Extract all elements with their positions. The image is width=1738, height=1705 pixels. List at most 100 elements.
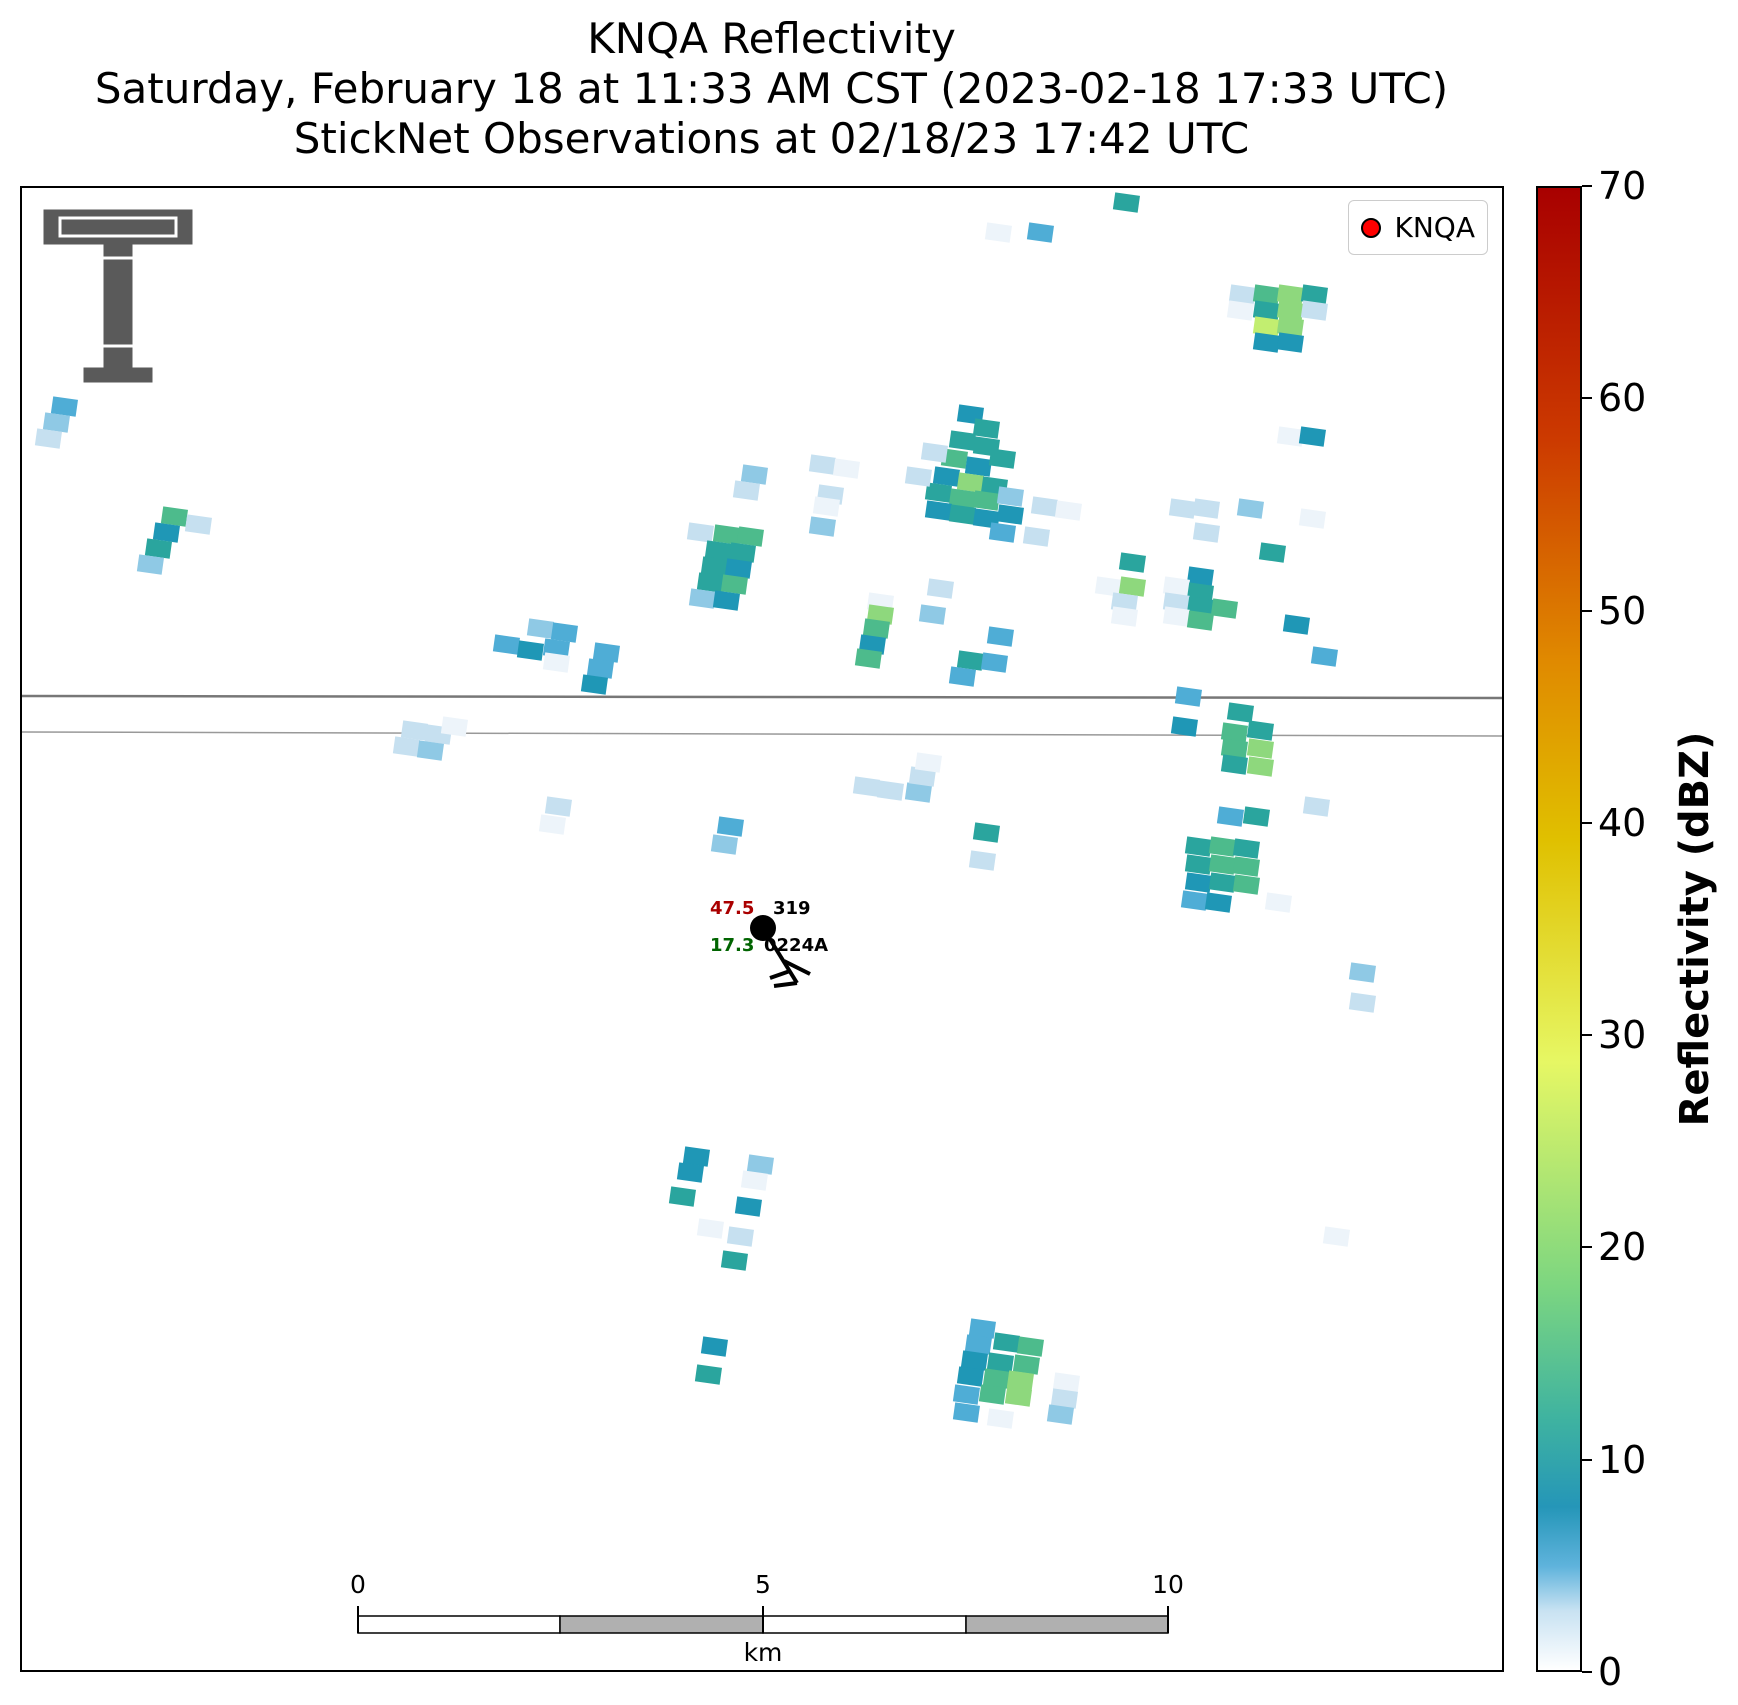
reflectivity-cell	[1094, 576, 1122, 597]
reflectivity-cell	[1232, 874, 1260, 895]
reflectivity-cell	[1252, 316, 1280, 337]
reflectivity-cell	[908, 766, 936, 787]
reflectivity-cell	[952, 1384, 980, 1405]
colorbar-tick	[1582, 609, 1592, 612]
reflectivity-cell	[728, 542, 756, 563]
reflectivity-cell	[918, 604, 946, 625]
reflectivity-cell	[1016, 1336, 1044, 1357]
reflectivity-cell	[1258, 542, 1286, 563]
map-legend: KNQA	[1347, 200, 1488, 255]
reflectivity-cell	[852, 776, 880, 797]
scale-bar	[357, 1606, 1169, 1634]
reflectivity-cell	[996, 504, 1024, 525]
reflectivity-cell	[152, 522, 180, 543]
station-marker[interactable]	[750, 915, 776, 941]
reflectivity-cell	[988, 448, 1016, 469]
colorbar-tick	[1582, 1671, 1592, 1673]
reflectivity-cell	[940, 448, 968, 469]
reflectivity-cell	[704, 540, 732, 561]
reflectivity-cell	[972, 418, 1000, 439]
colorbar-tick-label: 50	[1598, 588, 1647, 633]
reflectivity-cell	[734, 1196, 762, 1217]
colorbar-tick-label: 70	[1598, 164, 1647, 208]
reflectivity-cell	[492, 634, 520, 655]
reflectivity-cell	[960, 1350, 988, 1371]
reflectivity-cell	[1192, 498, 1220, 519]
reflectivity-cell	[160, 506, 188, 527]
reflectivity-cell	[1220, 722, 1248, 743]
reflectivity-cell	[1220, 738, 1248, 759]
reflectivity-cell	[948, 504, 976, 525]
reflectivity-cell	[964, 456, 992, 477]
reflectivity-cell	[948, 430, 976, 451]
reflectivity-cell	[932, 466, 960, 487]
radar-layer	[22, 192, 1502, 1634]
reflectivity-cell	[686, 522, 714, 543]
reflectivity-cell	[1246, 738, 1274, 759]
reflectivity-cell	[1192, 522, 1220, 543]
reflectivity-cell	[696, 1218, 724, 1239]
reflectivity-cell	[1180, 890, 1208, 911]
reflectivity-cell	[1228, 284, 1256, 305]
reflectivity-cell	[1246, 720, 1274, 741]
reflectivity-cell	[1298, 426, 1326, 447]
reflectivity-cells	[34, 192, 1376, 1429]
reflectivity-cell	[1236, 498, 1264, 519]
reflectivity-cell	[948, 666, 976, 687]
reflectivity-cell	[712, 524, 740, 545]
reflectivity-cell	[1298, 508, 1326, 529]
reflectivity-cell	[740, 464, 768, 485]
reflectivity-cell	[1226, 300, 1254, 321]
colorbar-tick-label: 0	[1598, 1650, 1623, 1694]
reflectivity-cell	[1246, 756, 1274, 777]
reflectivity-cell	[1052, 1372, 1080, 1393]
reflectivity-cell	[34, 428, 62, 449]
colorbar	[1536, 186, 1582, 1672]
colorbar-tick-label: 10	[1598, 1437, 1647, 1482]
reflectivity-cell	[400, 720, 428, 741]
reflectivity-cell	[1118, 576, 1146, 597]
radar-map[interactable]: 0 5 10 km 47.5 319 17.3 0224A KNQA	[20, 186, 1504, 1672]
reflectivity-cell	[982, 1368, 1010, 1389]
colorbar-tick	[1582, 1246, 1592, 1249]
reflectivity-cell	[926, 578, 954, 599]
reflectivity-cell	[1004, 1386, 1032, 1407]
reflectivity-cell	[1276, 332, 1304, 353]
reflectivity-cell	[712, 590, 740, 611]
reflectivity-cell	[1300, 284, 1328, 305]
reflectivity-cell	[920, 442, 948, 463]
legend-label: KNQA	[1394, 211, 1476, 244]
reflectivity-cell	[694, 1364, 722, 1385]
reflectivity-cell	[1184, 872, 1212, 893]
pressure-value: 319	[773, 898, 811, 919]
reflectivity-cell	[516, 640, 544, 661]
boundary-line	[22, 694, 1502, 700]
chart-subtitle-time: Saturday, February 18 at 11:33 AM CST (2…	[94, 64, 1449, 113]
reflectivity-cell	[1300, 300, 1328, 321]
radar-site-marker-icon	[1360, 217, 1381, 238]
reflectivity-cell	[808, 516, 836, 537]
station-id: 0224A	[764, 935, 829, 956]
reflectivity-cell	[1006, 1370, 1034, 1391]
chart-subtitle-observations: StickNet Observations at 02/18/23 17:42 …	[293, 114, 1250, 163]
reflectivity-cell	[854, 648, 882, 669]
reflectivity-cell	[1026, 222, 1054, 243]
reflectivity-cell	[676, 1162, 704, 1183]
reflectivity-cell	[1252, 332, 1280, 353]
reflectivity-cell	[1186, 566, 1214, 587]
reflectivity-cell	[904, 466, 932, 487]
reflectivity-cell	[720, 574, 748, 595]
reflectivity-cell	[440, 716, 468, 737]
colorbar-tick-label: 20	[1598, 1225, 1647, 1270]
chart-title: KNQA Reflectivity	[587, 14, 956, 63]
scale-label-5: 5	[755, 1570, 771, 1599]
reflectivity-cell	[1208, 854, 1236, 875]
reflectivity-cell	[968, 1318, 996, 1339]
boundary-line	[22, 731, 1502, 737]
colorbar-tick	[1582, 1034, 1592, 1037]
reflectivity-cell	[1174, 686, 1202, 707]
reflectivity-cell	[1264, 892, 1292, 913]
reflectivity-cell	[832, 458, 860, 479]
reflectivity-cell	[392, 736, 420, 757]
reflectivity-cell	[1204, 892, 1232, 913]
